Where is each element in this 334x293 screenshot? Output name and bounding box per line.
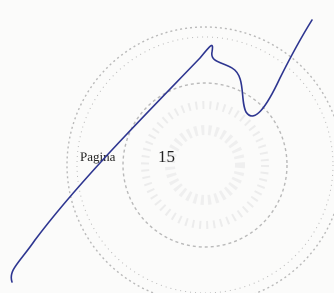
document-fragment: Pagina 15 <box>0 0 334 293</box>
page: {"page": {"label": "Pagina", "number": 1… <box>0 0 334 293</box>
page-number: 15 <box>158 147 175 166</box>
